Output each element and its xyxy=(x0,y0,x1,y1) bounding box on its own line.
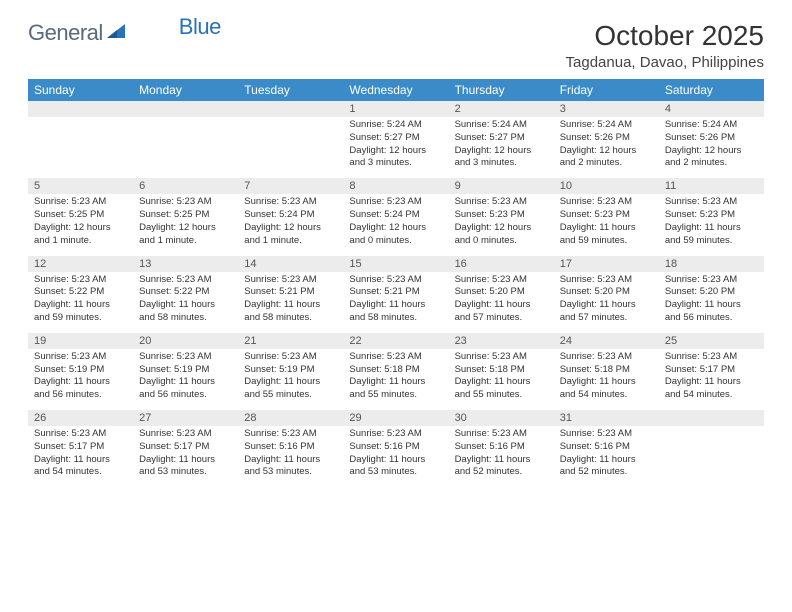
dayname-tuesday: Tuesday xyxy=(238,79,343,101)
dayname-saturday: Saturday xyxy=(659,79,764,101)
dayname-friday: Friday xyxy=(554,79,659,101)
date-cell: Sunrise: 5:23 AM Sunset: 5:18 PM Dayligh… xyxy=(449,349,554,410)
date-number: 30 xyxy=(449,410,554,426)
date-cell: Sunrise: 5:23 AM Sunset: 5:22 PM Dayligh… xyxy=(133,272,238,333)
date-number: 15 xyxy=(343,256,448,272)
date-cell: Sunrise: 5:23 AM Sunset: 5:21 PM Dayligh… xyxy=(238,272,343,333)
date-cell: Sunrise: 5:23 AM Sunset: 5:16 PM Dayligh… xyxy=(554,426,659,487)
date-cell: Sunrise: 5:23 AM Sunset: 5:17 PM Dayligh… xyxy=(133,426,238,487)
logo-text-blue: Blue xyxy=(179,14,221,40)
date-body-row: Sunrise: 5:23 AM Sunset: 5:25 PM Dayligh… xyxy=(28,194,764,255)
title-block: October 2025 Tagdanua, Davao, Philippine… xyxy=(566,20,764,71)
date-cell: Sunrise: 5:23 AM Sunset: 5:17 PM Dayligh… xyxy=(659,349,764,410)
date-cell: Sunrise: 5:23 AM Sunset: 5:19 PM Dayligh… xyxy=(28,349,133,410)
date-number: 22 xyxy=(343,333,448,349)
date-number: 27 xyxy=(133,410,238,426)
date-cell: Sunrise: 5:23 AM Sunset: 5:22 PM Dayligh… xyxy=(28,272,133,333)
date-number: 11 xyxy=(659,178,764,194)
date-number: 23 xyxy=(449,333,554,349)
date-cell: Sunrise: 5:24 AM Sunset: 5:27 PM Dayligh… xyxy=(449,117,554,178)
date-cell: Sunrise: 5:23 AM Sunset: 5:16 PM Dayligh… xyxy=(449,426,554,487)
logo-text-general: General xyxy=(28,20,103,46)
date-number: 18 xyxy=(659,256,764,272)
date-cell xyxy=(28,117,133,178)
date-number-row: 1234 xyxy=(28,101,764,117)
date-body-row: Sunrise: 5:24 AM Sunset: 5:27 PM Dayligh… xyxy=(28,117,764,178)
dayname-sunday: Sunday xyxy=(28,79,133,101)
date-number: 3 xyxy=(554,101,659,117)
date-number xyxy=(659,410,764,426)
dayname-wednesday: Wednesday xyxy=(343,79,448,101)
date-cell xyxy=(238,117,343,178)
date-number: 1 xyxy=(343,101,448,117)
date-cell: Sunrise: 5:23 AM Sunset: 5:18 PM Dayligh… xyxy=(554,349,659,410)
date-cell: Sunrise: 5:23 AM Sunset: 5:21 PM Dayligh… xyxy=(343,272,448,333)
date-number: 21 xyxy=(238,333,343,349)
date-cell: Sunrise: 5:23 AM Sunset: 5:20 PM Dayligh… xyxy=(659,272,764,333)
date-cell: Sunrise: 5:23 AM Sunset: 5:19 PM Dayligh… xyxy=(238,349,343,410)
date-cell: Sunrise: 5:23 AM Sunset: 5:17 PM Dayligh… xyxy=(28,426,133,487)
date-number: 29 xyxy=(343,410,448,426)
date-cell: Sunrise: 5:23 AM Sunset: 5:19 PM Dayligh… xyxy=(133,349,238,410)
date-body-row: Sunrise: 5:23 AM Sunset: 5:19 PM Dayligh… xyxy=(28,349,764,410)
date-number xyxy=(133,101,238,117)
date-number: 9 xyxy=(449,178,554,194)
date-number: 28 xyxy=(238,410,343,426)
date-cell: Sunrise: 5:23 AM Sunset: 5:24 PM Dayligh… xyxy=(238,194,343,255)
date-number-row: 567891011 xyxy=(28,178,764,194)
date-cell: Sunrise: 5:23 AM Sunset: 5:24 PM Dayligh… xyxy=(343,194,448,255)
logo-arrow-icon xyxy=(107,22,127,45)
header: General Blue October 2025 Tagdanua, Dava… xyxy=(28,20,764,71)
date-number: 12 xyxy=(28,256,133,272)
date-cell: Sunrise: 5:23 AM Sunset: 5:23 PM Dayligh… xyxy=(554,194,659,255)
date-number: 10 xyxy=(554,178,659,194)
date-number: 31 xyxy=(554,410,659,426)
date-number-row: 262728293031 xyxy=(28,410,764,426)
date-number: 7 xyxy=(238,178,343,194)
date-number: 26 xyxy=(28,410,133,426)
date-number: 19 xyxy=(28,333,133,349)
date-number-row: 12131415161718 xyxy=(28,256,764,272)
date-number xyxy=(238,101,343,117)
date-cell: Sunrise: 5:23 AM Sunset: 5:16 PM Dayligh… xyxy=(238,426,343,487)
date-number: 5 xyxy=(28,178,133,194)
logo: General Blue xyxy=(28,20,221,46)
date-number-row: 19202122232425 xyxy=(28,333,764,349)
date-cell: Sunrise: 5:23 AM Sunset: 5:23 PM Dayligh… xyxy=(659,194,764,255)
date-number: 14 xyxy=(238,256,343,272)
calendar-table: Sunday Monday Tuesday Wednesday Thursday… xyxy=(28,79,764,487)
date-cell: Sunrise: 5:23 AM Sunset: 5:20 PM Dayligh… xyxy=(449,272,554,333)
date-number: 25 xyxy=(659,333,764,349)
date-cell: Sunrise: 5:23 AM Sunset: 5:16 PM Dayligh… xyxy=(343,426,448,487)
date-body-row: Sunrise: 5:23 AM Sunset: 5:17 PM Dayligh… xyxy=(28,426,764,487)
date-number: 2 xyxy=(449,101,554,117)
date-cell: Sunrise: 5:23 AM Sunset: 5:18 PM Dayligh… xyxy=(343,349,448,410)
date-number: 20 xyxy=(133,333,238,349)
date-cell: Sunrise: 5:24 AM Sunset: 5:26 PM Dayligh… xyxy=(659,117,764,178)
date-cell: Sunrise: 5:24 AM Sunset: 5:26 PM Dayligh… xyxy=(554,117,659,178)
date-number: 13 xyxy=(133,256,238,272)
date-number: 17 xyxy=(554,256,659,272)
date-number: 4 xyxy=(659,101,764,117)
date-number xyxy=(28,101,133,117)
location: Tagdanua, Davao, Philippines xyxy=(566,54,764,71)
date-number: 16 xyxy=(449,256,554,272)
date-body-row: Sunrise: 5:23 AM Sunset: 5:22 PM Dayligh… xyxy=(28,272,764,333)
date-cell xyxy=(659,426,764,487)
dayname-thursday: Thursday xyxy=(449,79,554,101)
dayname-monday: Monday xyxy=(133,79,238,101)
date-cell: Sunrise: 5:23 AM Sunset: 5:25 PM Dayligh… xyxy=(28,194,133,255)
date-cell: Sunrise: 5:23 AM Sunset: 5:25 PM Dayligh… xyxy=(133,194,238,255)
date-number: 8 xyxy=(343,178,448,194)
dayname-row: Sunday Monday Tuesday Wednesday Thursday… xyxy=(28,79,764,101)
date-cell xyxy=(133,117,238,178)
date-number: 6 xyxy=(133,178,238,194)
month-title: October 2025 xyxy=(566,20,764,52)
date-cell: Sunrise: 5:23 AM Sunset: 5:23 PM Dayligh… xyxy=(449,194,554,255)
date-cell: Sunrise: 5:24 AM Sunset: 5:27 PM Dayligh… xyxy=(343,117,448,178)
date-cell: Sunrise: 5:23 AM Sunset: 5:20 PM Dayligh… xyxy=(554,272,659,333)
date-number: 24 xyxy=(554,333,659,349)
